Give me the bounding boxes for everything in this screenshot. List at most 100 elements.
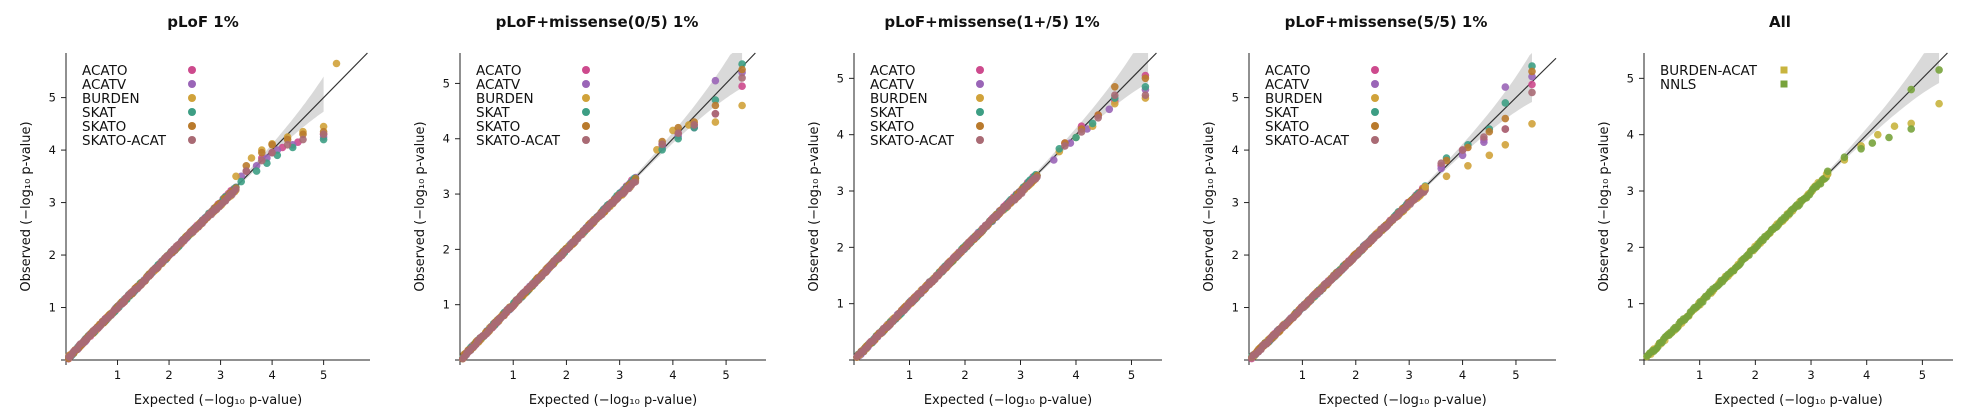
data-point-skato-acat bbox=[674, 129, 682, 137]
data-point-skato bbox=[283, 135, 292, 144]
data-point-skat bbox=[674, 134, 682, 143]
data-point-skato-acat bbox=[690, 121, 698, 129]
x-tick-label: 4 bbox=[1072, 368, 1079, 382]
data-point-skato-acat bbox=[738, 74, 746, 82]
x-tick-label: 4 bbox=[1863, 368, 1870, 382]
data-point-skato bbox=[299, 130, 307, 139]
y-tick-label: 2 bbox=[1232, 248, 1239, 262]
legend-label: SKAT bbox=[82, 105, 116, 121]
y-tick-label: 5 bbox=[837, 71, 844, 85]
x-axis-label: Expected (−log₁₀ p-value) bbox=[1318, 393, 1486, 408]
data-point-burden bbox=[653, 146, 661, 154]
legend-marker bbox=[1371, 80, 1379, 88]
x-tick-label: 4 bbox=[669, 368, 676, 382]
data-point-skato bbox=[738, 65, 746, 74]
panel-title: pLoF 1% bbox=[167, 13, 239, 31]
legend-marker bbox=[582, 136, 590, 144]
panel-4: pLoF+missense(5/5) 1% 1 2 3 4 5 1 2 3 4 5 Expected … bbox=[1202, 13, 1557, 408]
data-point-burden bbox=[232, 172, 240, 181]
panel-title: pLoF+missense(1+/5) 1% bbox=[884, 13, 1099, 31]
data-point-burden bbox=[1485, 151, 1494, 160]
panel-title: All bbox=[1769, 13, 1791, 31]
legend-marker bbox=[976, 80, 984, 88]
data-point-acatv bbox=[1528, 72, 1536, 81]
data-point-skat bbox=[1141, 83, 1150, 91]
legend-label: SKAT bbox=[1265, 105, 1299, 121]
legend-label: ACATO bbox=[1265, 63, 1310, 79]
y-tick-label: 4 bbox=[1232, 143, 1239, 157]
series-skato-acat-cloud bbox=[459, 178, 640, 363]
y-tick-label: 4 bbox=[837, 128, 844, 142]
legend-label: NNLS bbox=[1660, 77, 1696, 93]
legend-label: ACATO bbox=[82, 63, 127, 79]
x-tick-label: 1 bbox=[510, 368, 517, 382]
panel-title: pLoF+missense(5/5) 1% bbox=[1285, 13, 1488, 31]
data-point-skat bbox=[711, 96, 720, 104]
data-point-acatv bbox=[1458, 151, 1467, 160]
y-tick-label: 1 bbox=[1627, 297, 1634, 311]
legend-marker bbox=[188, 108, 196, 116]
data-point-nnls bbox=[1907, 125, 1915, 133]
data-point-burden bbox=[247, 154, 256, 162]
data-point-acato bbox=[738, 82, 746, 90]
x-axis-label: Expected (−log₁₀ p-value) bbox=[134, 393, 302, 408]
data-point bbox=[232, 185, 240, 193]
y-tick-label: 3 bbox=[837, 184, 844, 198]
data-point bbox=[1033, 173, 1041, 181]
legend-marker bbox=[1371, 94, 1379, 102]
data-point-nnls bbox=[1935, 66, 1943, 74]
y-tick-label: 5 bbox=[49, 91, 56, 105]
x-tick-label: 2 bbox=[165, 368, 172, 382]
data-point-nnls bbox=[1907, 85, 1915, 94]
y-axis-label: Observed (−log₁₀ p-value) bbox=[19, 121, 34, 291]
x-axis-label: Expected (−log₁₀ p-value) bbox=[529, 393, 697, 408]
legend-marker bbox=[582, 122, 590, 130]
x-tick-label: 2 bbox=[961, 368, 968, 382]
legend-label: SKATO bbox=[870, 119, 914, 135]
legend-marker bbox=[1780, 66, 1788, 74]
data-point-burden bbox=[332, 59, 341, 68]
legend-marker bbox=[188, 122, 196, 130]
x-tick-label: 1 bbox=[1299, 368, 1306, 382]
x-tick-label: 5 bbox=[320, 368, 327, 382]
data-point-burden bbox=[1464, 162, 1472, 170]
y-tick-label: 4 bbox=[1627, 128, 1634, 142]
legend-label: SKATO bbox=[476, 119, 520, 135]
legend-label: BURDEN-ACAT bbox=[1660, 63, 1758, 79]
data-point-burden bbox=[711, 118, 720, 126]
x-tick-label: 4 bbox=[1459, 368, 1466, 382]
legend-marker bbox=[976, 94, 984, 102]
x-tick-label: 2 bbox=[1752, 368, 1759, 382]
legend-label: ACATV bbox=[1265, 77, 1310, 93]
panel-2: pLoF+missense(0/5) 1% 1 2 3 4 5 1 2 3 4 5 Expected … bbox=[413, 13, 766, 408]
legend-label: BURDEN bbox=[82, 91, 140, 107]
data-point-skato-acat bbox=[1458, 146, 1467, 154]
data-point-nnls bbox=[1868, 139, 1877, 147]
data-point-acatv bbox=[1437, 164, 1445, 173]
legend-label: SKATO-ACAT bbox=[870, 133, 955, 149]
y-axis-label: Observed (−log₁₀ p-value) bbox=[1597, 121, 1612, 291]
x-tick-label: 5 bbox=[1512, 368, 1519, 382]
data-point-skato bbox=[268, 141, 276, 149]
data-point-skato-acat bbox=[658, 140, 666, 149]
panel-5: All 1 2 3 4 5 1 2 3 4 5 Expected (−log₁₀ p-value) Ob… bbox=[1597, 13, 1953, 408]
legend-label: SKATO-ACAT bbox=[82, 133, 167, 149]
x-tick-label: 3 bbox=[217, 368, 224, 382]
data-point-burden bbox=[1111, 99, 1119, 108]
y-tick-label: 1 bbox=[443, 298, 450, 312]
data-point-skat bbox=[658, 146, 666, 154]
y-tick-label: 2 bbox=[837, 240, 844, 254]
legend-marker bbox=[188, 136, 196, 144]
data-point-acatv bbox=[1050, 156, 1058, 164]
x-tick-label: 1 bbox=[1696, 368, 1703, 382]
y-tick-label: 1 bbox=[837, 297, 844, 311]
legend-marker bbox=[1371, 66, 1379, 74]
legend-marker bbox=[1780, 80, 1788, 88]
data-point-skato bbox=[1141, 74, 1150, 83]
data-point-skato-acat bbox=[319, 130, 328, 139]
data-point-skato-acat bbox=[1094, 114, 1102, 122]
